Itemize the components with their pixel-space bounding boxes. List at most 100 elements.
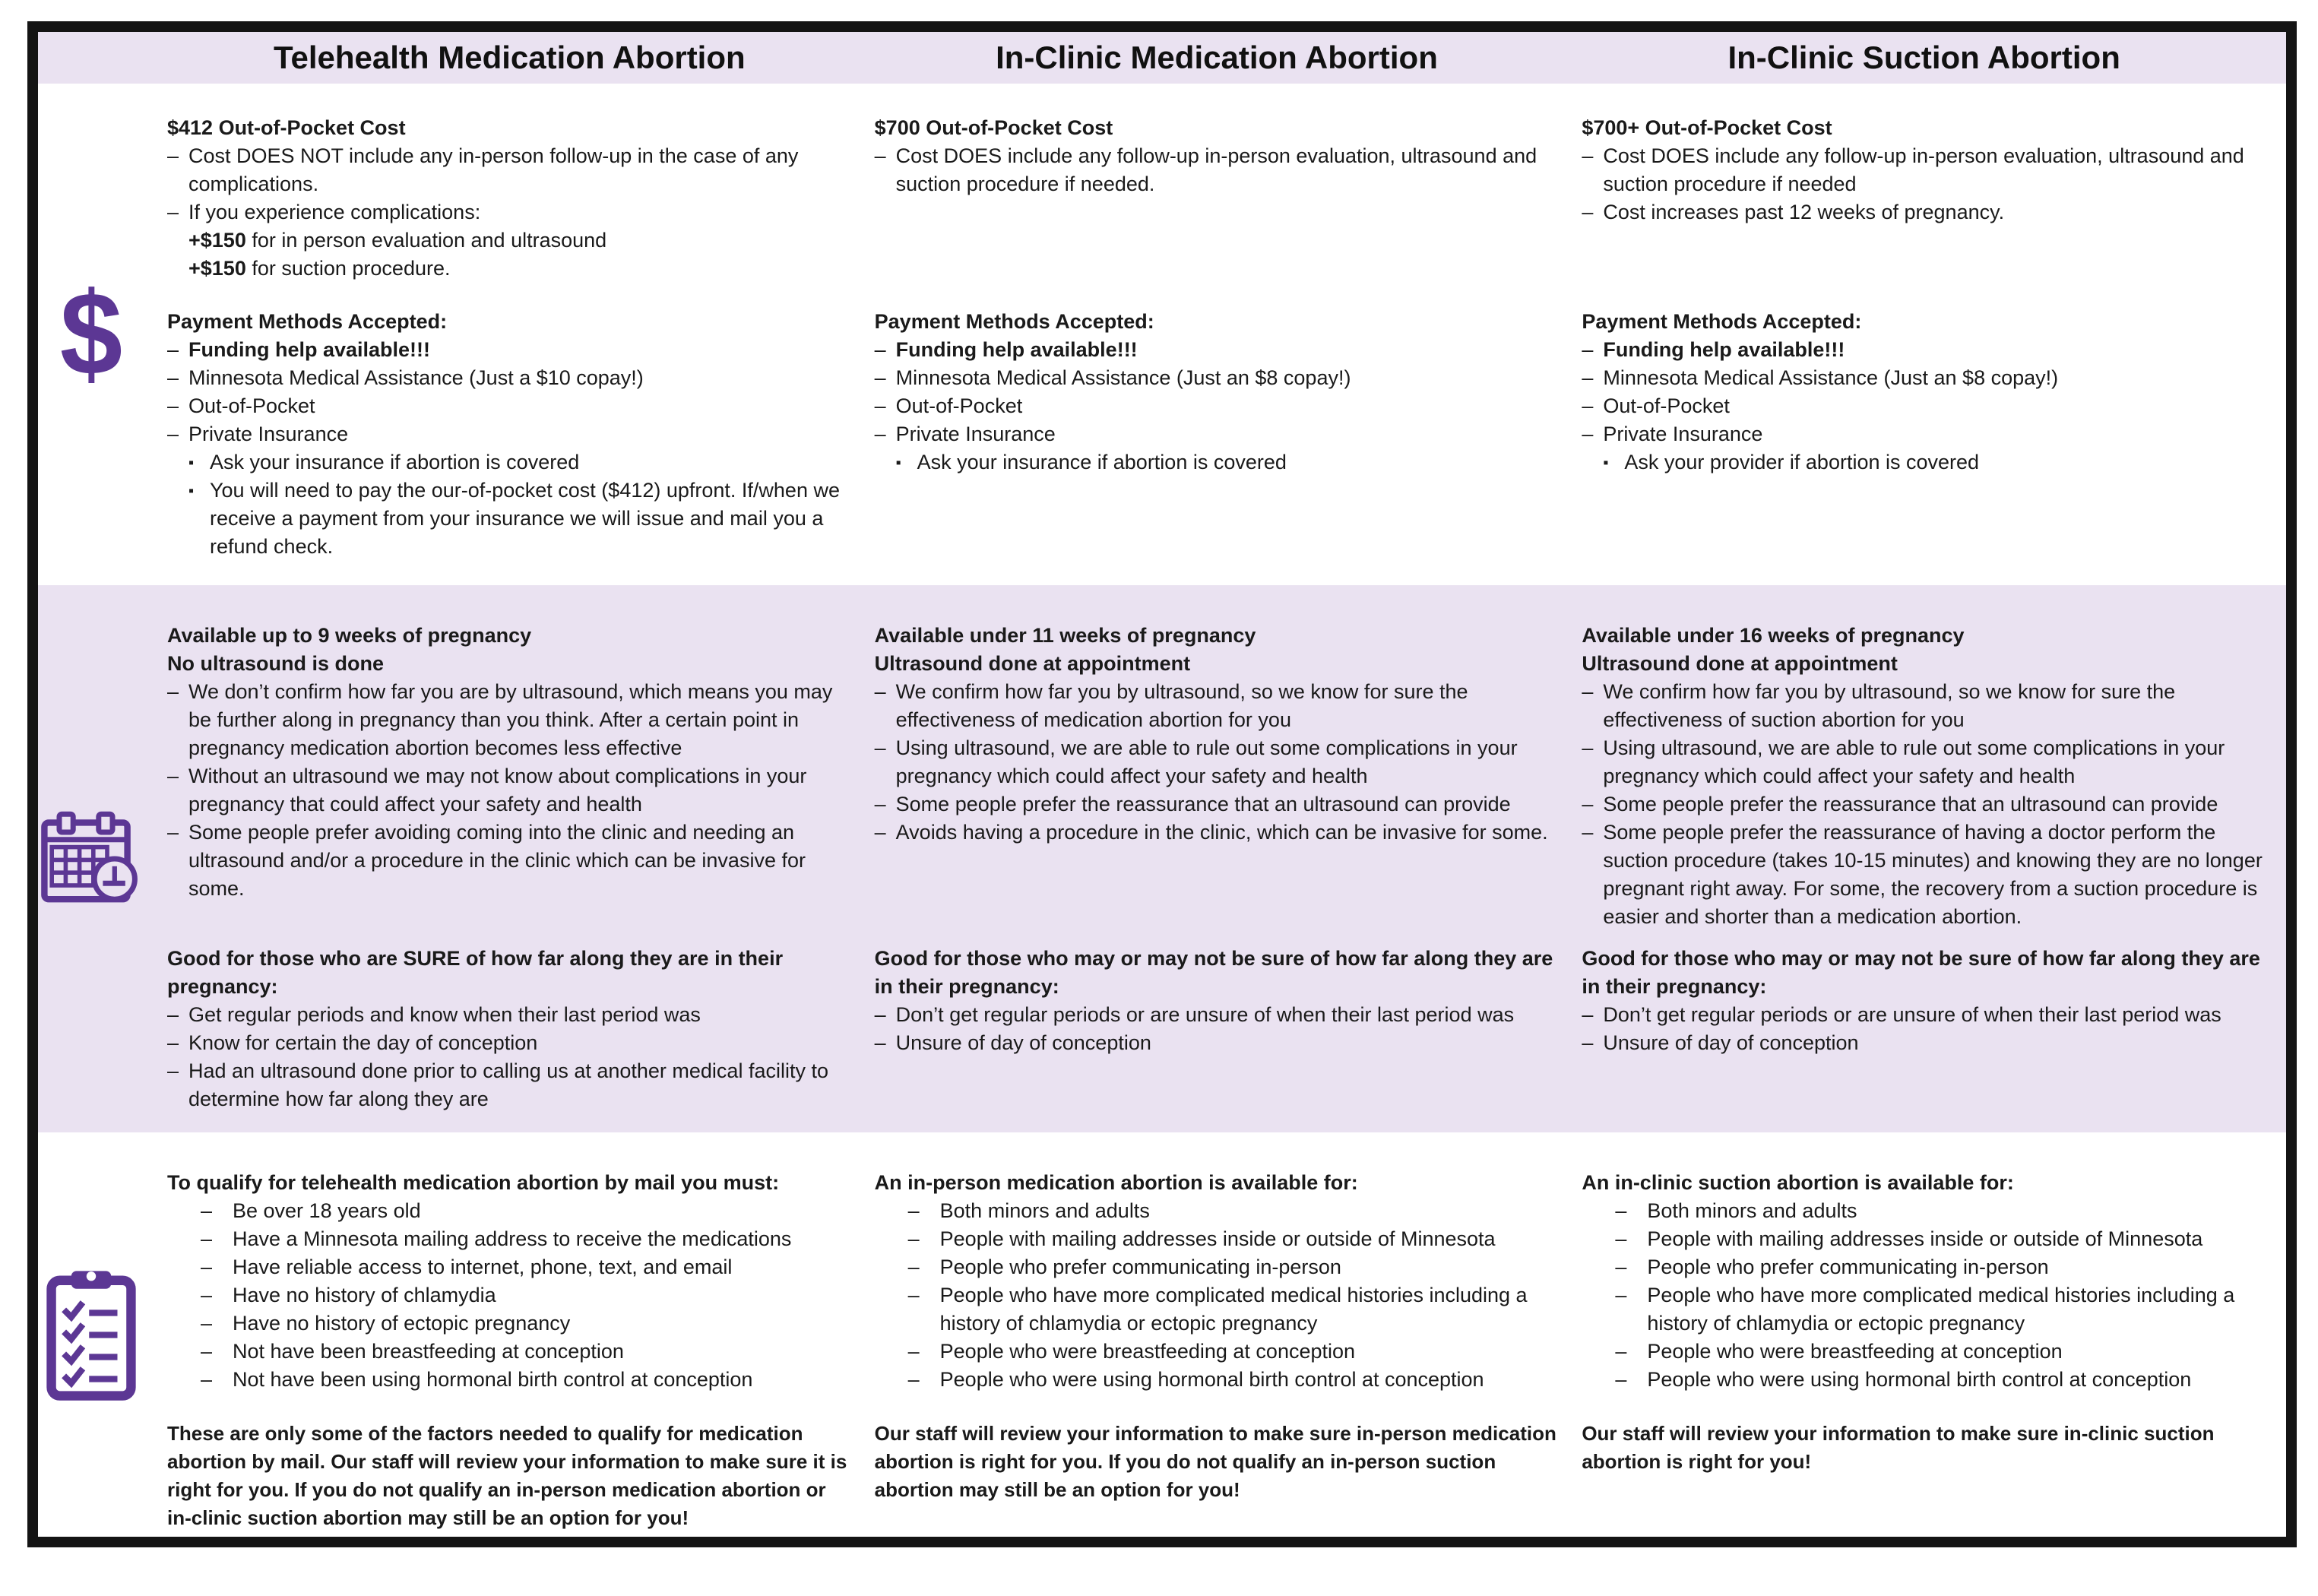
section-heading: To qualify for telehealth medication abo… [167, 1169, 852, 1197]
text-run: $700 Out-of-Pocket Cost [874, 116, 1113, 139]
bullet-item: Private Insurance [167, 420, 852, 448]
bullet-item: Know for certain the day of conception [167, 1029, 852, 1057]
text-run: Avoids having a procedure in the clinic,… [895, 821, 1548, 844]
bullet-item: Avoids having a procedure in the clinic,… [875, 819, 1560, 847]
bullet-item: Out-of-Pocket [167, 392, 852, 420]
text-run: Using ultrasound, we are able to rule ou… [1603, 736, 2225, 787]
text-run: Don’t get regular periods or are unsure … [1603, 1003, 2221, 1026]
note-paragraph: Our staff will review your information t… [1582, 1420, 2266, 1476]
text-run: Unsure of day of conception [1603, 1031, 1859, 1054]
text-run: Minnesota Medical Assistance (Just a $10… [188, 366, 644, 389]
bullet-item: Minnesota Medical Assistance (Just an $8… [1582, 364, 2266, 392]
checklist-clipboard-icon [46, 1270, 136, 1401]
bold-text: +$150 [188, 257, 246, 280]
text-run: Have a Minnesota mailing address to rece… [233, 1227, 792, 1250]
text-run: Have reliable access to internet, phone,… [233, 1256, 733, 1278]
cost-cell-inclinic-suction: $700+ Out-of-Pocket Cost Cost DOES includ… [1582, 84, 2266, 585]
section-heading: Payment Methods Accepted: [1582, 308, 2266, 336]
text-run: Had an ultrasound done prior to calling … [188, 1059, 828, 1110]
text-run: Not have been using hormonal birth contr… [233, 1368, 753, 1391]
text-run: An in-clinic suction abortion is availab… [1582, 1171, 2014, 1194]
text-run: Our staff will review your information t… [874, 1422, 1556, 1501]
bullet-item: Have no history of ectopic pregnancy [167, 1309, 852, 1338]
bullet-item: Both minors and adults [875, 1197, 1560, 1225]
bullet-item: People who have more complicated medical… [875, 1281, 1560, 1338]
sub-bullet-item: You will need to pay the our-of-pocket c… [167, 477, 852, 561]
section-heading: Ultrasound done at appointment [1582, 650, 2266, 678]
text-run: People who were using hormonal birth con… [939, 1368, 1484, 1391]
bullet-item: We don’t confirm how far you are by ultr… [167, 678, 852, 762]
section-heading: An in-person medication abortion is avai… [875, 1169, 1560, 1197]
bullet-item: Unsure of day of conception [1582, 1029, 2266, 1057]
eligibility-cell-inclinic-suction: An in-clinic suction abortion is availab… [1582, 1132, 2266, 1537]
cost-cell-telehealth: $412 Out-of-Pocket Cost Cost DOES NOT inc… [167, 84, 852, 585]
text-run: Ask your provider if abortion is covered [1624, 451, 1980, 473]
text-run: People who were using hormonal birth con… [1647, 1368, 2192, 1391]
bullet-item: Using ultrasound, we are able to rule ou… [875, 734, 1560, 790]
bold-text: Funding help available!!! [895, 338, 1138, 361]
text-run: Ask your insurance if abortion is covere… [210, 451, 580, 473]
cost-cell-inclinic-medication: $700 Out-of-Pocket Cost Cost DOES include… [875, 84, 1560, 585]
text-run: $412 Out-of-Pocket Cost [167, 116, 406, 139]
text-run: Both minors and adults [939, 1199, 1150, 1222]
bullet-item: Have a Minnesota mailing address to rece… [167, 1225, 852, 1253]
timing-cell-telehealth: Available up to 9 weeks of pregnancy No u… [167, 585, 852, 1132]
text-run: You will need to pay the our-of-pocket c… [210, 479, 840, 558]
text-run: Not have been breastfeeding at conceptio… [233, 1340, 624, 1363]
text-run: Our staff will review your information t… [1582, 1422, 2215, 1473]
text-run: Cost DOES include any follow-up in-perso… [1603, 144, 2244, 195]
timing-cell-inclinic-medication: Available under 11 weeks of pregnancy Ult… [875, 585, 1560, 1132]
text-run: Some people prefer the reassurance that … [895, 793, 1511, 815]
text-run: Out-of-Pocket [895, 394, 1023, 417]
bullet-item: Funding help available!!! [167, 336, 852, 364]
text-run: Be over 18 years old [233, 1199, 421, 1222]
bullet-item: Private Insurance [875, 420, 1560, 448]
text-run: Private Insurance [1603, 423, 1763, 445]
section-heading: Good for those who may or may not be sur… [1582, 945, 2266, 1001]
text-run: Payment Methods Accepted: [167, 310, 448, 333]
dollar-icon: $ [59, 268, 123, 401]
bullet-item: Some people prefer the reassurance that … [875, 790, 1560, 819]
note-paragraph: These are only some of the factors neede… [167, 1420, 852, 1532]
text-run: People who have more complicated medical… [1647, 1284, 2235, 1335]
text-run: Minnesota Medical Assistance (Just an $8… [895, 366, 1351, 389]
bullet-item: If you experience complications: [167, 198, 852, 226]
bold-text: Funding help available!!! [1603, 338, 1845, 361]
cost-row: $ $412 Out-of-Pocket Cost Cost DOES NOT i… [38, 84, 2286, 585]
bullet-item: People who were breastfeeding at concept… [875, 1338, 1560, 1366]
bullet-item: Had an ultrasound done prior to calling … [167, 1057, 852, 1113]
bullet-item: People who prefer communicating in-perso… [875, 1253, 1560, 1281]
text-run: for in person evaluation and ultrasound [245, 229, 607, 252]
section-heading: $412 Out-of-Pocket Cost [167, 114, 852, 142]
bullet-item: People who were using hormonal birth con… [875, 1366, 1560, 1394]
bullet-item: Be over 18 years old [167, 1197, 852, 1225]
bullet-item: Out-of-Pocket [875, 392, 1560, 420]
calendar-clock-icon [41, 811, 138, 903]
text-run: We confirm how far you by ultrasound, so… [895, 680, 1468, 731]
bullet-item: Without an ultrasound we may not know ab… [167, 762, 852, 819]
text-run: Payment Methods Accepted: [1582, 310, 1862, 333]
section-heading: Good for those who may or may not be sur… [875, 945, 1560, 1001]
section-heading: Payment Methods Accepted: [875, 308, 1560, 336]
column-title-inclinic-suction: In-Clinic Suction Abortion [1727, 40, 2120, 75]
text-run: Have no history of chlamydia [233, 1284, 496, 1306]
eligibility-icon-cell [38, 1132, 144, 1537]
text-run: Available under 16 weeks of pregnancy [1582, 624, 1965, 647]
text-run: Out-of-Pocket [188, 394, 315, 417]
comparison-table: Telehealth Medication Abortion In-Clinic… [27, 21, 2297, 1547]
column-title-inclinic-medication: In-Clinic Medication Abortion [996, 40, 1438, 75]
bullet-item: Cost DOES include any follow-up in-perso… [1582, 142, 2266, 198]
text-run: People who were breastfeeding at concept… [939, 1340, 1356, 1363]
bullet-item: Have reliable access to internet, phone,… [167, 1253, 852, 1281]
timing-icon-cell [38, 585, 144, 1132]
bullet-item: People who have more complicated medical… [1582, 1281, 2266, 1338]
section-heading: Payment Methods Accepted: [167, 308, 852, 336]
text-run: We don’t confirm how far you are by ultr… [188, 680, 833, 759]
text-run: No ultrasound is done [167, 652, 385, 675]
text-run: To qualify for telehealth medication abo… [167, 1171, 780, 1194]
section-heading: No ultrasound is done [167, 650, 852, 678]
eligibility-cell-telehealth: To qualify for telehealth medication abo… [167, 1132, 852, 1537]
text-run: Both minors and adults [1647, 1199, 1857, 1222]
section-heading: Ultrasound done at appointment [875, 650, 1560, 678]
text-run: Ultrasound done at appointment [874, 652, 1191, 675]
